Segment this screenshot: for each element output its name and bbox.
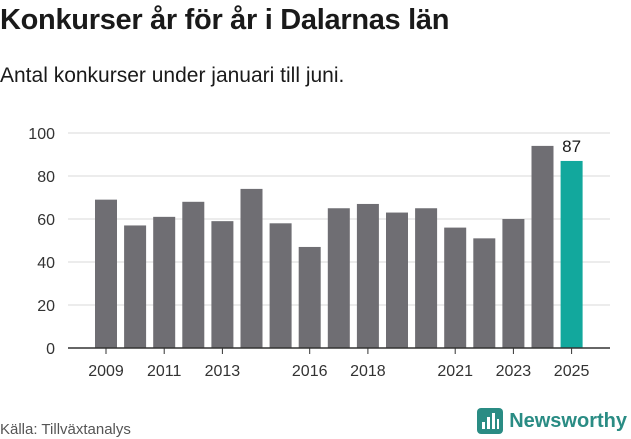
data-label: 87 [562,137,581,156]
bar [444,227,467,348]
x-tick-label: 2021 [437,363,473,380]
x-tick-label: 2013 [205,363,241,380]
x-tick-label: 2016 [292,363,328,380]
y-tick-label: 40 [37,255,55,272]
bar [153,216,176,348]
y-tick-label: 80 [37,169,55,186]
x-tick-label: 2009 [88,363,124,380]
chart-subtitle: Antal konkurser under januari till juni. [0,64,345,87]
y-tick-label: 20 [37,298,55,315]
y-tick-label: 0 [46,341,55,358]
bar [327,208,350,348]
bar [415,208,438,348]
bar [386,212,408,348]
source-note: Källa: Tillväxtanalys [0,421,131,438]
x-tick-label: 2025 [554,363,590,380]
x-tick-label: 2011 [147,363,182,380]
bar [211,221,234,348]
bar [240,188,263,348]
bar [95,199,117,348]
bar [502,219,525,348]
newsworthy-logo-icon [477,408,504,434]
bar [356,203,379,348]
x-tick-label: 2023 [496,363,532,380]
chart-title: Konkurser år för år i Dalarnas län [0,4,450,36]
bar [531,145,554,348]
bar [124,225,147,348]
y-tick-label: 100 [28,126,55,143]
bar [182,201,205,348]
y-tick-label: 60 [37,212,55,229]
brand-logo[interactable]: Newsworthy [477,408,627,434]
bar [473,238,496,348]
bar [269,223,292,348]
x-tick-label: 2018 [350,363,386,380]
bar [298,246,321,348]
bar [560,160,583,348]
brand-name: Newsworthy [509,409,627,432]
bar-chart: 0 20 40 60 80 100 2009 2011 2013 2016 2018 2021 2023… [28,126,610,380]
